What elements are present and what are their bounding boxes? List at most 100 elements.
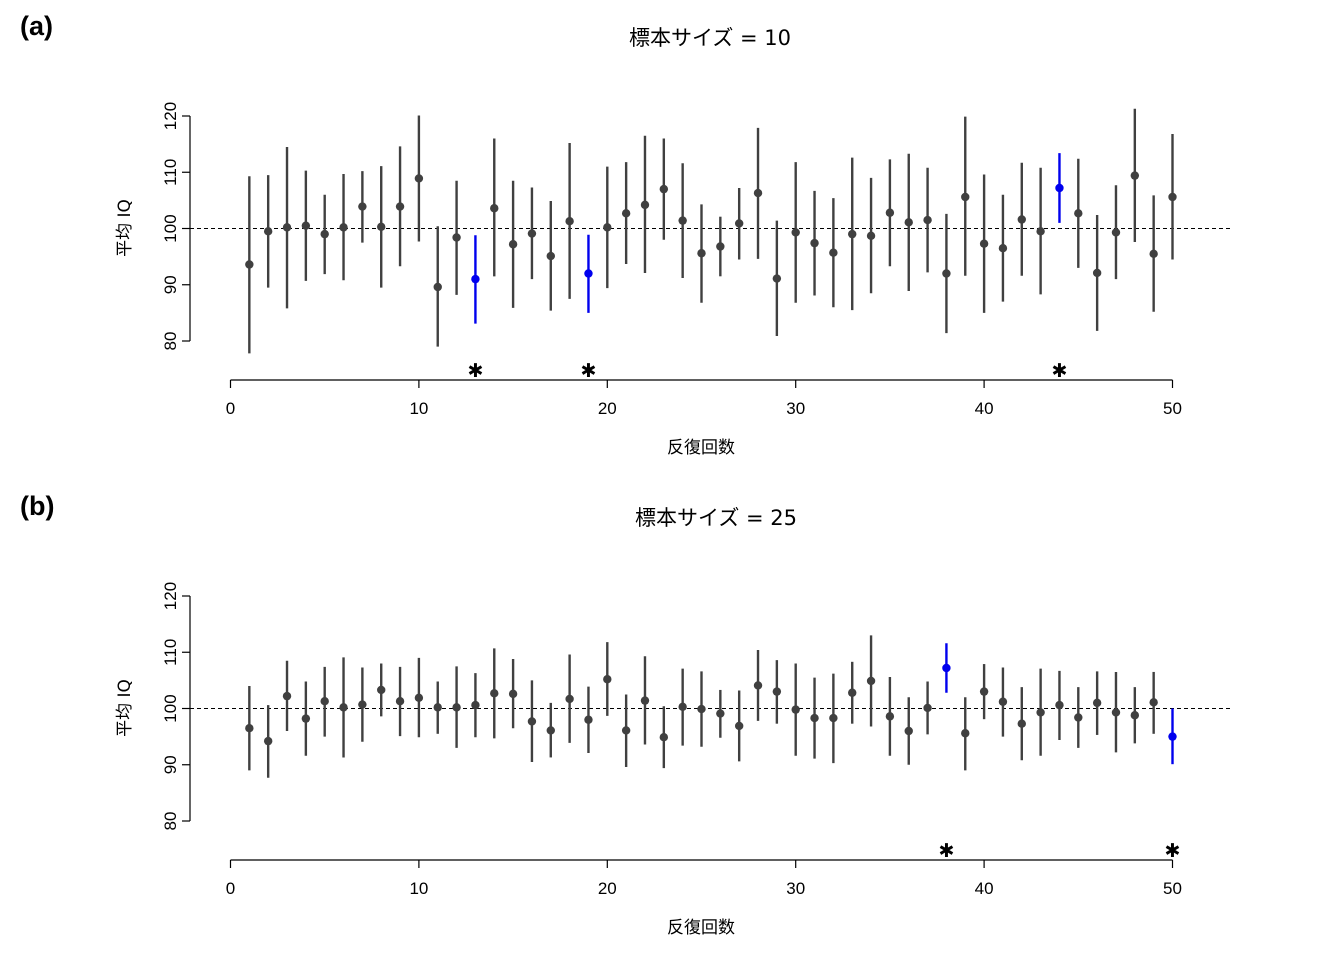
mean-point [885,712,895,721]
mean-point [885,208,895,217]
mean-point [377,222,386,232]
mean-point [471,700,480,710]
mean-point [490,689,499,698]
mean-point [1017,215,1026,224]
mean-point [734,219,744,228]
mean-point [358,202,367,211]
x-tick-label-b: 20 [598,879,617,898]
significance-markers-a: ✱ ✱ ✱ [467,360,1067,382]
mean-point [508,689,518,699]
mean-point [1111,228,1121,237]
x-tick-label-a: 10 [409,399,428,418]
mean-point [678,702,687,712]
mean-point [1055,183,1064,193]
axes-a: 80 90 100 110 120 0 10 20 30 40 50 [161,102,1182,418]
mean-point [791,228,800,237]
significance-marker: ✱ [1165,840,1181,862]
error-bars-b [248,635,1174,778]
y-tick-label-b: 100 [161,694,180,722]
mean-point [753,681,763,690]
mean-point [866,231,876,241]
mean-point [565,216,574,226]
x-tick-label-b: 10 [409,879,428,898]
mean-point [904,218,913,227]
mean-point [979,239,989,248]
mean-point [621,726,631,735]
x-tick-label-a: 40 [975,399,994,418]
mean-point [1036,227,1045,236]
mean-point [584,269,593,278]
mean-point [772,687,782,696]
mean-point [791,705,800,714]
mean-point [603,223,612,232]
mean-point [810,713,819,723]
mean-point [1130,711,1140,720]
mean-point [678,216,687,225]
mean-point [810,238,819,248]
mean-point [1036,708,1045,717]
x-tick-label-b: 0 [226,879,235,898]
mean-point [979,687,989,696]
mean-points-b [245,663,1177,746]
mean-point [961,729,970,738]
mean-point [716,242,725,251]
mean-point [527,229,537,238]
mean-point [433,282,442,292]
mean-point [508,240,518,249]
panel-label-a: (a) [20,11,53,41]
significance-marker: ✱ [467,360,483,382]
mean-point [452,703,461,712]
mean-point [414,693,424,703]
y-axis-label-b: 平均 IQ [115,679,135,737]
chart-title-a: 標本サイズ = 10 [629,26,791,50]
mean-point [1149,698,1158,707]
mean-point [829,248,838,257]
significance-marker: ✱ [1051,360,1067,382]
chart-title-b: 標本サイズ = 25 [635,506,797,530]
mean-point [339,703,348,712]
y-tick-label-b: 110 [161,639,180,666]
mean-point [621,209,631,218]
mean-point [697,249,706,258]
y-tick-label-b: 90 [161,755,180,774]
mean-point [998,243,1008,253]
mean-point [772,274,782,283]
mean-points-a [245,171,1177,292]
mean-point [1074,713,1083,722]
mean-point [1111,708,1121,717]
mean-point [998,697,1008,706]
x-tick-label-b: 40 [975,879,994,898]
mean-point [1055,700,1064,710]
mean-point [452,233,461,242]
mean-point [734,721,744,731]
significance-marker: ✱ [938,840,954,862]
mean-point [1074,209,1083,218]
x-axis-label-b: 反復回数 [667,918,735,938]
mean-point [584,715,593,724]
mean-point [866,676,876,686]
mean-point [942,269,951,278]
y-tick-label-a: 120 [161,102,180,130]
x-axis-label-a: 反復回数 [667,438,735,458]
x-tick-label-a: 0 [226,399,235,418]
y-tick-label-b: 120 [161,582,180,610]
mean-point [320,229,329,239]
x-tick-label-a: 50 [1163,399,1182,418]
mean-point [301,221,311,230]
x-tick-label-b: 50 [1163,879,1182,898]
mean-point [904,726,913,736]
mean-point [1017,719,1026,728]
mean-point [282,223,292,232]
mean-point [1092,698,1102,708]
panel-label-b: (b) [20,491,54,521]
mean-point [1149,249,1158,259]
y-tick-label-a: 80 [161,332,180,351]
mean-point [245,260,254,269]
mean-point [377,685,386,695]
mean-point [282,691,292,701]
mean-point [320,696,329,706]
x-tick-label-b: 30 [786,879,805,898]
mean-point [659,184,669,194]
mean-point [753,188,763,198]
